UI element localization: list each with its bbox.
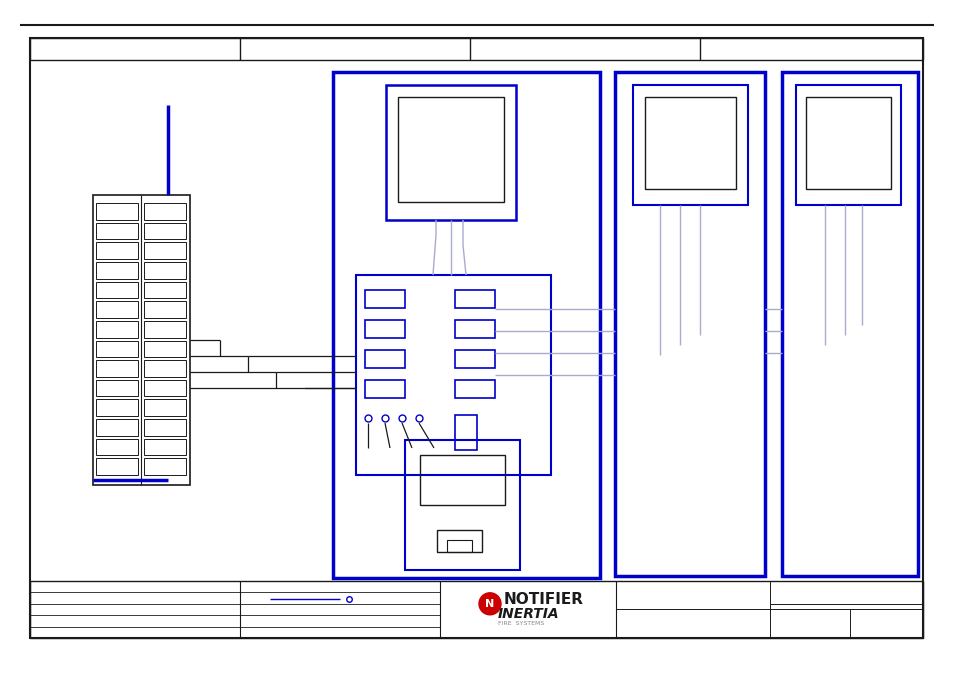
Bar xyxy=(96,340,138,357)
Bar xyxy=(144,223,186,239)
Bar xyxy=(144,439,186,456)
Bar xyxy=(144,360,186,377)
Bar xyxy=(96,321,138,338)
Bar xyxy=(144,301,186,318)
Bar xyxy=(405,440,519,570)
Bar xyxy=(144,458,186,475)
Bar xyxy=(96,262,138,279)
Bar xyxy=(96,242,138,259)
Bar xyxy=(96,223,138,239)
Bar xyxy=(365,290,405,308)
Bar xyxy=(96,419,138,436)
Bar xyxy=(96,439,138,456)
Bar xyxy=(365,350,405,368)
Bar xyxy=(144,242,186,259)
Bar xyxy=(455,290,495,308)
Circle shape xyxy=(478,593,500,615)
Bar xyxy=(144,419,186,436)
Bar xyxy=(144,203,186,219)
Bar xyxy=(144,321,186,338)
Bar xyxy=(96,281,138,298)
Bar xyxy=(419,455,504,505)
Bar xyxy=(30,581,923,638)
Bar xyxy=(92,195,190,485)
Text: FIRE  SYSTEMS: FIRE SYSTEMS xyxy=(497,621,543,626)
Bar xyxy=(355,275,551,475)
Bar xyxy=(633,85,747,205)
Bar xyxy=(365,320,405,338)
Bar xyxy=(365,380,405,398)
Bar xyxy=(96,203,138,219)
Bar xyxy=(30,38,923,638)
Bar xyxy=(144,340,186,357)
Bar xyxy=(805,97,890,189)
Bar xyxy=(781,72,917,576)
Bar xyxy=(144,380,186,396)
Bar xyxy=(144,262,186,279)
Bar xyxy=(144,400,186,416)
Bar xyxy=(436,530,481,552)
Bar xyxy=(644,97,735,189)
Bar xyxy=(455,320,495,338)
Bar xyxy=(96,380,138,396)
Bar xyxy=(447,540,472,552)
Bar xyxy=(96,400,138,416)
Bar xyxy=(144,281,186,298)
Bar xyxy=(455,350,495,368)
Bar xyxy=(96,360,138,377)
Bar xyxy=(386,85,516,220)
Bar xyxy=(96,458,138,475)
Bar xyxy=(455,380,495,398)
Bar xyxy=(615,72,764,576)
Bar xyxy=(96,301,138,318)
Bar xyxy=(795,85,900,205)
Bar xyxy=(455,415,476,450)
Text: NOTIFIER: NOTIFIER xyxy=(503,592,583,608)
Bar xyxy=(333,72,599,578)
Text: INERTIA: INERTIA xyxy=(497,607,559,621)
Bar xyxy=(397,97,503,202)
Text: N: N xyxy=(485,599,494,609)
